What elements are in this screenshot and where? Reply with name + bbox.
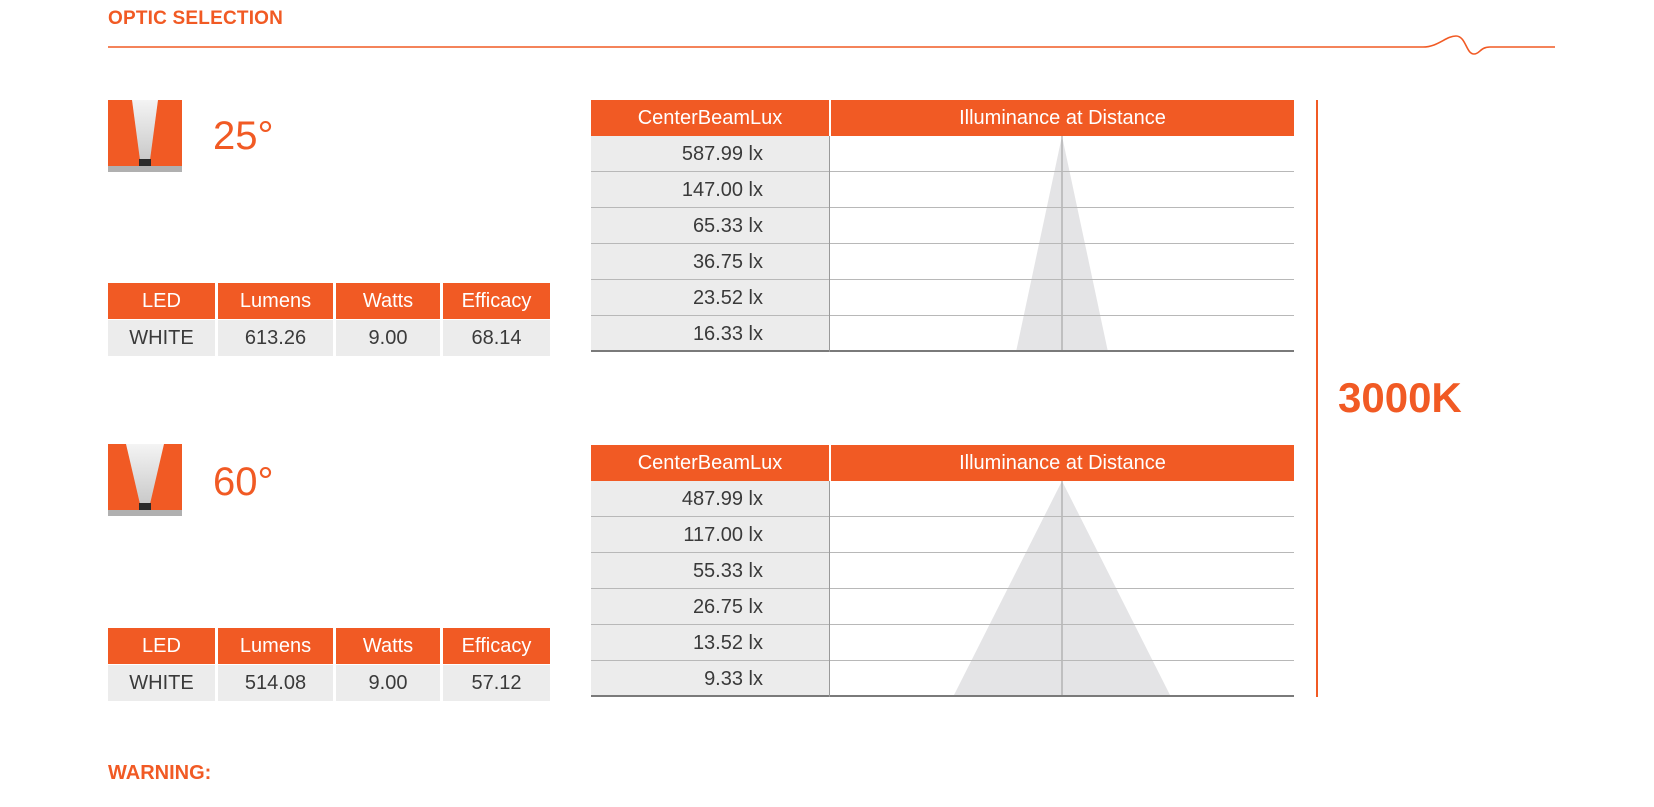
lux-row: 65.33 lx — [591, 208, 1294, 244]
spec-efficacy: 57.12 — [443, 665, 550, 701]
beam-angle-label: 25° — [213, 114, 274, 158]
lux-row: 117.00 lx — [591, 517, 1294, 553]
illuminance-distance-header: Illuminance at Distance — [959, 452, 1166, 474]
lux-row: 587.99 lx — [591, 136, 1294, 172]
lux-value: 65.33 lx — [692, 215, 763, 237]
spec-led: WHITE — [108, 665, 215, 701]
center-beam-lux-header: CenterBeamLux — [637, 452, 783, 474]
lux-value: 117.00 lx — [683, 524, 763, 546]
narrow-beam-icon — [108, 100, 182, 172]
wide-beam-icon — [108, 444, 182, 516]
lux-value: 55.33 lx — [692, 560, 763, 582]
warning-heading: WARNING: — [108, 762, 212, 784]
lux-row: 147.00 lx — [591, 172, 1294, 208]
lux-column — [591, 136, 829, 352]
illuminance-table: CenterBeamLux Illuminance at Distance 48… — [591, 445, 1294, 698]
lux-value: 26.75 lx — [692, 596, 763, 618]
beam-spread-graphic — [953, 481, 1171, 697]
spec-header-lumens: Lumens — [218, 283, 333, 320]
spec-watts: 9.00 — [336, 665, 440, 701]
spec-lumens: 514.08 — [218, 665, 333, 701]
spec-header-led: LED — [108, 283, 215, 320]
spec-lumens: 613.26 — [218, 320, 333, 356]
lux-value: 487.99 lx — [681, 488, 763, 510]
lux-row: 13.52 lx — [591, 625, 1294, 661]
illuminance-table-header: CenterBeamLux Illuminance at Distance — [591, 445, 1294, 481]
spec-header-lumens: Lumens — [218, 628, 333, 665]
spec-table: LED Lumens Watts Efficacy WHITE 613.26 9… — [105, 283, 553, 356]
beam-angle-label: 60° — [213, 460, 274, 504]
lux-row: 23.52 lx — [591, 280, 1294, 316]
center-beam-lux-header: CenterBeamLux — [637, 107, 783, 129]
spec-header-watts: Watts — [336, 628, 440, 665]
illuminance-table: CenterBeamLux Illuminance at Distance 58… — [591, 100, 1294, 353]
lux-value: 9.33 lx — [704, 668, 763, 690]
spec-header-led: LED — [108, 628, 215, 665]
spec-header-watts: Watts — [336, 283, 440, 320]
spec-led: WHITE — [108, 320, 215, 356]
lux-row: 26.75 lx — [591, 589, 1294, 625]
lux-value: 587.99 lx — [681, 143, 763, 165]
lux-column — [591, 481, 829, 697]
lux-row: 16.33 lx — [591, 316, 1294, 352]
color-temperature-label: 3000K — [1338, 374, 1462, 421]
lux-value: 16.33 lx — [692, 323, 763, 345]
lux-row: 9.33 lx — [591, 661, 1294, 697]
header-rule — [108, 35, 1555, 55]
spec-table: LED Lumens Watts Efficacy WHITE 514.08 9… — [105, 628, 553, 701]
lux-row: 487.99 lx — [591, 481, 1294, 517]
lux-value: 36.75 lx — [692, 251, 763, 273]
lux-value: 23.52 lx — [692, 287, 763, 309]
spec-efficacy: 68.14 — [443, 320, 550, 356]
spec-header-efficacy: Efficacy — [443, 283, 550, 320]
spec-header-efficacy: Efficacy — [443, 628, 550, 665]
lux-value: 13.52 lx — [692, 632, 763, 654]
beam-spread-graphic — [1016, 136, 1108, 352]
lux-row: 36.75 lx — [591, 244, 1294, 280]
illuminance-table-header: CenterBeamLux Illuminance at Distance — [591, 100, 1294, 136]
lux-row: 55.33 lx — [591, 553, 1294, 589]
vertical-divider — [1316, 100, 1318, 697]
illuminance-distance-header: Illuminance at Distance — [959, 107, 1166, 129]
lux-value: 147.00 lx — [681, 179, 763, 201]
section-title: OPTIC SELECTION — [108, 8, 284, 29]
spec-watts: 9.00 — [336, 320, 440, 356]
